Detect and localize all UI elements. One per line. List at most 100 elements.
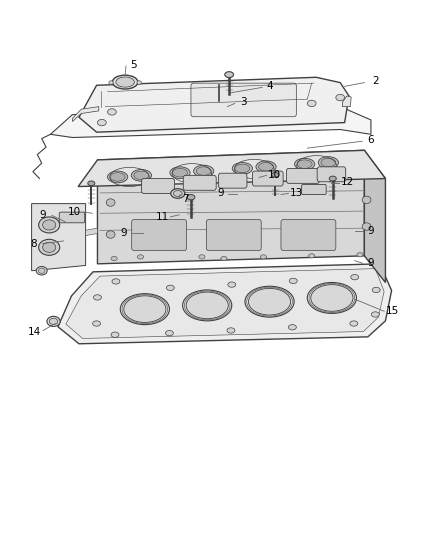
Ellipse shape [248, 288, 290, 315]
FancyBboxPatch shape [316, 167, 345, 182]
Ellipse shape [39, 268, 45, 273]
Ellipse shape [320, 158, 335, 167]
Text: 2: 2 [371, 76, 378, 86]
Ellipse shape [170, 189, 184, 198]
Ellipse shape [42, 242, 56, 252]
Ellipse shape [131, 169, 151, 181]
Ellipse shape [258, 163, 273, 171]
Ellipse shape [106, 231, 115, 238]
Ellipse shape [47, 316, 60, 326]
Ellipse shape [271, 172, 278, 177]
FancyBboxPatch shape [280, 220, 335, 251]
Ellipse shape [92, 321, 100, 326]
Ellipse shape [109, 80, 113, 84]
Ellipse shape [288, 325, 296, 330]
Ellipse shape [371, 312, 378, 317]
Ellipse shape [137, 80, 141, 84]
Ellipse shape [112, 279, 120, 284]
Ellipse shape [224, 71, 233, 78]
Text: 9: 9 [39, 210, 46, 220]
Ellipse shape [166, 285, 174, 290]
Text: 10: 10 [267, 170, 280, 180]
Text: 9: 9 [367, 258, 374, 268]
Text: 10: 10 [68, 207, 81, 216]
Ellipse shape [193, 165, 213, 177]
FancyBboxPatch shape [59, 212, 85, 223]
Text: 14: 14 [28, 327, 41, 336]
Ellipse shape [165, 330, 173, 336]
Ellipse shape [137, 255, 143, 259]
FancyBboxPatch shape [141, 179, 174, 193]
Ellipse shape [328, 176, 336, 181]
Ellipse shape [111, 332, 119, 337]
Ellipse shape [198, 255, 205, 259]
FancyBboxPatch shape [252, 171, 283, 186]
Text: 5: 5 [130, 60, 137, 70]
Ellipse shape [116, 77, 134, 87]
Ellipse shape [39, 217, 60, 233]
Text: 7: 7 [181, 194, 188, 204]
Text: 4: 4 [266, 82, 273, 91]
Ellipse shape [289, 278, 297, 284]
Ellipse shape [232, 163, 252, 174]
Ellipse shape [182, 290, 231, 321]
Ellipse shape [307, 100, 315, 107]
Polygon shape [364, 150, 385, 282]
Ellipse shape [93, 295, 101, 300]
Ellipse shape [318, 157, 338, 168]
Ellipse shape [220, 256, 226, 261]
Ellipse shape [297, 160, 311, 168]
Ellipse shape [110, 173, 125, 181]
Ellipse shape [107, 109, 116, 115]
Ellipse shape [39, 239, 60, 255]
FancyBboxPatch shape [286, 168, 318, 183]
Text: 12: 12 [340, 177, 353, 187]
Ellipse shape [172, 168, 187, 177]
Polygon shape [79, 77, 348, 132]
Text: 13: 13 [289, 188, 302, 198]
Ellipse shape [170, 167, 190, 179]
FancyBboxPatch shape [218, 173, 246, 188]
Text: 9: 9 [217, 189, 224, 198]
Polygon shape [85, 228, 97, 236]
FancyBboxPatch shape [131, 220, 186, 251]
Polygon shape [97, 150, 364, 264]
Ellipse shape [112, 75, 138, 89]
Ellipse shape [371, 287, 379, 293]
Ellipse shape [42, 220, 56, 230]
Ellipse shape [106, 199, 115, 206]
Ellipse shape [124, 296, 166, 322]
Text: 15: 15 [385, 306, 399, 316]
Ellipse shape [227, 282, 235, 287]
Polygon shape [58, 264, 391, 344]
Text: 9: 9 [367, 226, 374, 236]
Text: 11: 11 [155, 212, 169, 222]
Text: 9: 9 [120, 228, 127, 238]
FancyBboxPatch shape [183, 175, 216, 190]
Ellipse shape [350, 274, 358, 280]
Ellipse shape [335, 94, 344, 101]
Ellipse shape [88, 181, 95, 186]
Text: 3: 3 [240, 98, 247, 107]
Polygon shape [342, 96, 350, 107]
Ellipse shape [244, 286, 293, 317]
Ellipse shape [234, 164, 249, 173]
Ellipse shape [294, 158, 314, 170]
Ellipse shape [307, 282, 356, 313]
FancyBboxPatch shape [301, 184, 325, 195]
Ellipse shape [226, 328, 234, 333]
Polygon shape [72, 107, 99, 122]
Ellipse shape [255, 161, 276, 173]
Ellipse shape [310, 285, 352, 311]
FancyBboxPatch shape [206, 220, 261, 251]
Ellipse shape [349, 321, 357, 326]
Ellipse shape [134, 171, 148, 180]
Ellipse shape [36, 266, 47, 275]
Ellipse shape [187, 195, 194, 200]
Text: 6: 6 [367, 135, 374, 145]
Text: 8: 8 [30, 239, 37, 248]
Ellipse shape [107, 171, 127, 183]
Ellipse shape [186, 292, 228, 319]
Ellipse shape [49, 318, 58, 325]
Ellipse shape [97, 119, 106, 126]
